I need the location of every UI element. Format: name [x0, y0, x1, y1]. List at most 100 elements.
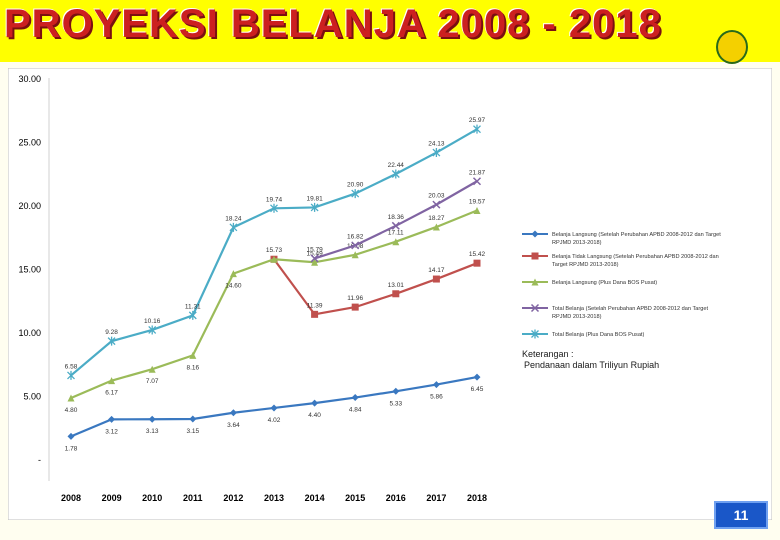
- data-point: [392, 238, 400, 246]
- data-point: [310, 254, 319, 263]
- legend-label: Total Belanja (Setelah Perubahan APBD 20…: [552, 306, 708, 320]
- x-tick-label: 2010: [142, 493, 162, 503]
- data-label: 3.12: [105, 428, 118, 435]
- data-point: [311, 310, 319, 318]
- data-point: [531, 230, 539, 238]
- data-label: 11.96: [347, 295, 363, 302]
- data-label: 6.17: [105, 390, 118, 397]
- data-point: [67, 394, 75, 402]
- data-point: [432, 148, 441, 158]
- data-point: [310, 202, 319, 212]
- data-label: 18.36: [388, 214, 405, 221]
- y-tick-label: 10.00: [18, 328, 41, 338]
- data-point: [67, 370, 75, 380]
- data-point: [473, 206, 481, 214]
- data-label: 20.03: [428, 193, 445, 200]
- y-tick-label: 15.00: [18, 265, 41, 275]
- data-label: 8.16: [186, 364, 199, 371]
- data-point: [530, 303, 540, 313]
- data-point: [531, 329, 539, 339]
- y-tick-label: 5.00: [23, 392, 41, 402]
- data-label: 6.45: [471, 386, 484, 393]
- x-tick-label: 2014: [305, 493, 325, 503]
- data-point: [531, 278, 539, 286]
- x-tick-label: 2016: [386, 493, 406, 503]
- data-label: 19.74: [266, 196, 283, 203]
- data-point: [392, 387, 400, 395]
- data-point: [108, 377, 116, 385]
- data-label: 1.78: [65, 445, 78, 452]
- data-label: 10.16: [144, 318, 161, 325]
- data-point: [351, 241, 360, 250]
- data-point: [311, 399, 319, 407]
- data-label: 4.40: [308, 412, 321, 419]
- legend-label: Belanja Tidak Langsung (Setelah Perubaha…: [552, 254, 719, 268]
- data-point: [391, 169, 400, 179]
- data-label: 4.80: [65, 407, 78, 414]
- data-point: [351, 394, 359, 402]
- data-label: 7.07: [146, 378, 159, 385]
- data-label: 19.81: [306, 195, 323, 202]
- data-point: [531, 252, 539, 260]
- data-label: 25.97: [469, 117, 486, 124]
- data-label: 15.73: [266, 247, 283, 254]
- data-point: [229, 409, 237, 417]
- data-label: 3.15: [186, 428, 199, 435]
- data-label: 22.44: [388, 162, 405, 169]
- legend-item: Total Belanja (Setelah Perubahan APBD 20…: [522, 303, 708, 320]
- page-title: PROYEKSI BELANJA 2008 - 2018: [4, 2, 662, 46]
- data-point: [148, 415, 156, 423]
- data-point: [189, 351, 197, 359]
- x-tick-label: 2015: [345, 493, 365, 503]
- note-heading: Keterangan :: [522, 349, 574, 359]
- data-point: [229, 222, 238, 232]
- data-point: [351, 251, 359, 259]
- data-point: [108, 415, 116, 423]
- data-point: [392, 290, 400, 298]
- legend-item: Belanja Tidak Langsung (Setelah Perubaha…: [522, 252, 719, 268]
- data-label: 21.87: [469, 169, 486, 176]
- data-point: [270, 255, 278, 263]
- x-tick-label: 2011: [183, 493, 203, 503]
- note-text: Pendanaan dalam Triliyun Rupiah: [524, 360, 659, 370]
- series-5: 6.58 9.28 10.16 11.31 18.24 19.74 19.81 20.90 22…: [65, 117, 486, 380]
- data-point: [473, 124, 481, 134]
- series-4: 15.79 16.82 18.36 20.03 21.87: [306, 169, 486, 263]
- y-tick-label: 30.00: [18, 74, 41, 84]
- data-point: [311, 258, 319, 266]
- data-label: 4.02: [268, 417, 281, 424]
- x-tick-label: 2012: [223, 493, 243, 503]
- chart-axes: - 5.00 10.00 15.00 20.00 25.00 30.00 2008 2009 20…: [18, 74, 487, 503]
- data-label: 13.01: [388, 282, 405, 289]
- data-point: [351, 303, 359, 311]
- series-2: 11.39 11.96 13.01 14.17 15.42: [270, 251, 486, 318]
- data-label: 11.31: [185, 303, 201, 310]
- series-line: [273, 258, 478, 316]
- data-label: 5.86: [430, 394, 443, 401]
- data-label: 11.39: [307, 302, 323, 309]
- series-1: 1.78 3.12 3.13 3.15 3.64 4.02 4.40 4.84 5.33 5.86…: [65, 373, 484, 452]
- x-tick-label: 2018: [467, 493, 487, 503]
- title-banner: PROYEKSI BELANJA 2008 - 2018: [0, 0, 780, 64]
- chart-container: - 5.00 10.00 15.00 20.00 25.00 30.00 2008 2009 20…: [7, 67, 773, 521]
- y-tick-label: -: [38, 455, 41, 465]
- data-point: [148, 325, 157, 335]
- chart-legend: Belanja Langsung (Setelah Perubahan APBD…: [522, 230, 721, 339]
- data-point: [432, 381, 440, 389]
- data-point: [473, 259, 481, 267]
- data-point: [188, 310, 197, 320]
- data-label: 18.24: [225, 215, 242, 222]
- data-point: [270, 404, 278, 412]
- line-chart: - 5.00 10.00 15.00 20.00 25.00 30.00 2008 2009 20…: [7, 67, 773, 521]
- legend-label: Belanja Langsung (Setelah Perubahan APBD…: [552, 232, 721, 246]
- data-label: 15.42: [469, 251, 486, 258]
- data-point: [432, 275, 440, 283]
- x-tick-label: 2008: [61, 493, 81, 503]
- data-point: [270, 203, 278, 213]
- data-label: 3.13: [146, 428, 159, 435]
- x-tick-label: 2009: [102, 493, 122, 503]
- series-layer: 1.78 3.12 3.13 3.15 3.64 4.02 4.40 4.84 5.33 5.86…: [65, 117, 486, 452]
- data-point: [229, 270, 237, 278]
- legend-item: Total Belanja (Plus Dana BOS Pusat): [522, 329, 644, 339]
- data-point: [189, 415, 197, 423]
